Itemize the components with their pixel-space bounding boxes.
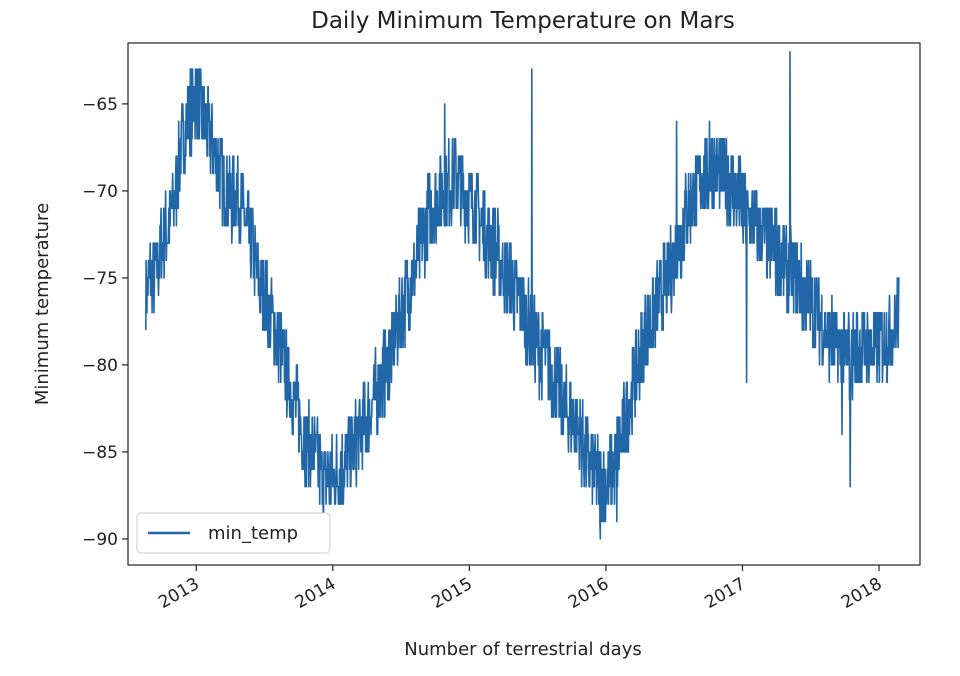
y-axis: −65 −70 −75 −80 −85 −90 bbox=[82, 95, 128, 550]
chart-title: Daily Minimum Temperature on Mars bbox=[311, 8, 735, 34]
y-tick-label: −80 bbox=[82, 356, 118, 376]
legend: min_temp bbox=[136, 512, 331, 554]
x-tick-label: 2015 bbox=[428, 574, 475, 613]
x-tick-label: 2018 bbox=[838, 574, 885, 613]
x-tick-label: 2017 bbox=[702, 574, 749, 613]
y-axis-label: Minimum temperature bbox=[32, 203, 53, 405]
legend-label: min_temp bbox=[208, 523, 298, 544]
y-tick-label: −70 bbox=[82, 182, 118, 202]
y-tick-label: −85 bbox=[82, 443, 118, 463]
series-layer bbox=[145, 50, 900, 540]
y-tick-label: −75 bbox=[82, 269, 118, 289]
x-tick-label: 2016 bbox=[565, 574, 612, 613]
series-line-min-temp bbox=[145, 50, 900, 540]
x-tick-label: 2013 bbox=[155, 574, 202, 613]
y-tick-label: −90 bbox=[82, 530, 118, 550]
legend-box bbox=[136, 512, 331, 554]
plot-area bbox=[127, 42, 921, 566]
y-tick-label: −65 bbox=[82, 95, 118, 115]
x-axis: 2013 2014 2015 2016 2017 2018 bbox=[155, 565, 886, 613]
x-tick-label: 2014 bbox=[292, 574, 339, 613]
plot-frame bbox=[127, 42, 921, 566]
x-axis-label: Number of terrestrial days bbox=[404, 639, 641, 660]
